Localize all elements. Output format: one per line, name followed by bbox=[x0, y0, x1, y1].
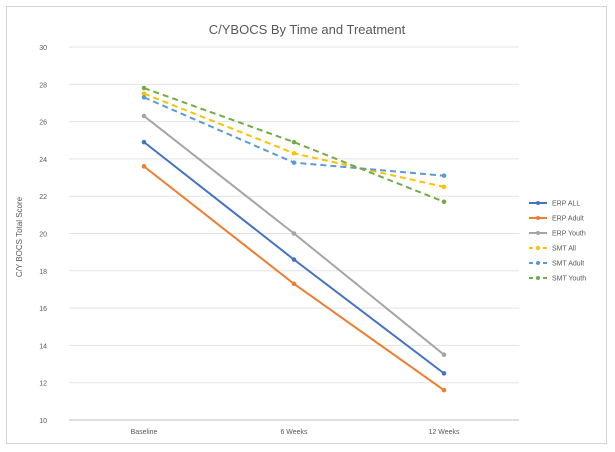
y-tick-label: 10 bbox=[39, 418, 47, 425]
legend-item: SMT Adult bbox=[529, 261, 584, 268]
data-point bbox=[441, 184, 447, 190]
y-tick-label: 22 bbox=[39, 194, 47, 201]
legend-item: ERP Youth bbox=[529, 231, 586, 238]
series-erp-adult bbox=[141, 164, 447, 393]
legend-marker bbox=[536, 261, 540, 265]
legend-label: ERP Youth bbox=[552, 231, 586, 238]
x-tick-labels: Baseline 6 Weeks 12 Weeks bbox=[131, 429, 460, 436]
series-line bbox=[143, 165, 445, 391]
data-point bbox=[141, 95, 147, 100]
data-point bbox=[291, 160, 297, 165]
legend-item: SMT All bbox=[529, 246, 576, 253]
y-tick-labels: 10 12 14 16 18 20 22 24 26 28 30 bbox=[39, 45, 47, 425]
legend-marker bbox=[536, 201, 540, 205]
series-line bbox=[143, 87, 445, 203]
y-tick-label: 20 bbox=[39, 232, 47, 239]
legend-item: ERP ALL bbox=[529, 201, 580, 208]
data-point bbox=[141, 91, 147, 96]
data-point bbox=[441, 387, 447, 393]
data-point bbox=[291, 151, 297, 156]
y-tick-label: 30 bbox=[39, 45, 47, 52]
y-tick-label: 16 bbox=[39, 306, 47, 313]
y-tick-label: 24 bbox=[39, 157, 47, 164]
x-tick-label: Baseline bbox=[131, 429, 158, 436]
chart-title: C/YBOCS By Time and Treatment bbox=[209, 22, 406, 37]
legend-label: SMT All bbox=[552, 246, 576, 253]
data-point bbox=[291, 281, 297, 287]
legend-marker bbox=[536, 216, 540, 220]
y-tick-label: 26 bbox=[39, 120, 47, 127]
legend-label: ERP ALL bbox=[552, 201, 580, 208]
data-point bbox=[441, 371, 447, 376]
data-point bbox=[291, 257, 297, 262]
y-tick-label: 12 bbox=[39, 381, 47, 388]
series-erp-all bbox=[141, 139, 447, 376]
legend-label: SMT Adult bbox=[552, 261, 584, 268]
data-point bbox=[441, 173, 447, 178]
data-point bbox=[291, 231, 297, 236]
legend-item: SMT Youth bbox=[529, 276, 586, 283]
y-tick-label: 28 bbox=[39, 82, 47, 89]
series-smt-youth bbox=[141, 85, 447, 205]
data-point bbox=[141, 85, 147, 91]
data-point bbox=[141, 164, 147, 169]
data-point bbox=[141, 139, 147, 145]
x-tick-label: 6 Weeks bbox=[280, 429, 308, 436]
y-tick-label: 14 bbox=[39, 343, 47, 350]
legend-marker bbox=[536, 276, 540, 280]
series-smt-adult bbox=[141, 95, 447, 178]
line-chart: C/YBOCS By Time and Treatment C/Y BOCS T… bbox=[15, 22, 586, 436]
legend-marker bbox=[536, 231, 540, 235]
data-point bbox=[441, 352, 447, 358]
legend: ERP ALL ERP Adult ERP Youth SMT All SMT Adul… bbox=[529, 201, 586, 283]
data-point bbox=[141, 113, 147, 119]
y-axis-title: C/Y BOCS Total Score bbox=[15, 196, 24, 277]
legend-label: ERP Adult bbox=[552, 216, 584, 223]
legend-marker bbox=[536, 246, 540, 250]
legend-item: ERP Adult bbox=[529, 216, 584, 223]
y-tick-label: 18 bbox=[39, 269, 47, 276]
chart-frame: C/YBOCS By Time and Treatment C/Y BOCS T… bbox=[6, 6, 607, 444]
series-erp-youth bbox=[141, 113, 447, 358]
legend-label: SMT Youth bbox=[552, 276, 586, 283]
series-lines bbox=[141, 85, 447, 393]
x-tick-label: 12 Weeks bbox=[429, 429, 460, 436]
data-point bbox=[291, 139, 297, 145]
data-point bbox=[441, 199, 447, 205]
series-smt-all bbox=[141, 91, 447, 190]
